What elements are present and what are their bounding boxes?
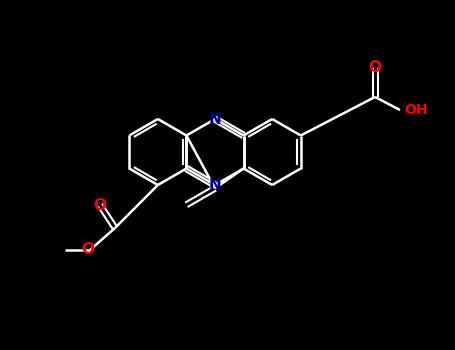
Text: N: N — [209, 112, 222, 126]
Text: O: O — [93, 197, 106, 212]
Text: N: N — [209, 177, 222, 192]
Text: O: O — [369, 61, 381, 76]
Text: OH: OH — [404, 103, 428, 117]
Text: O: O — [81, 243, 95, 258]
